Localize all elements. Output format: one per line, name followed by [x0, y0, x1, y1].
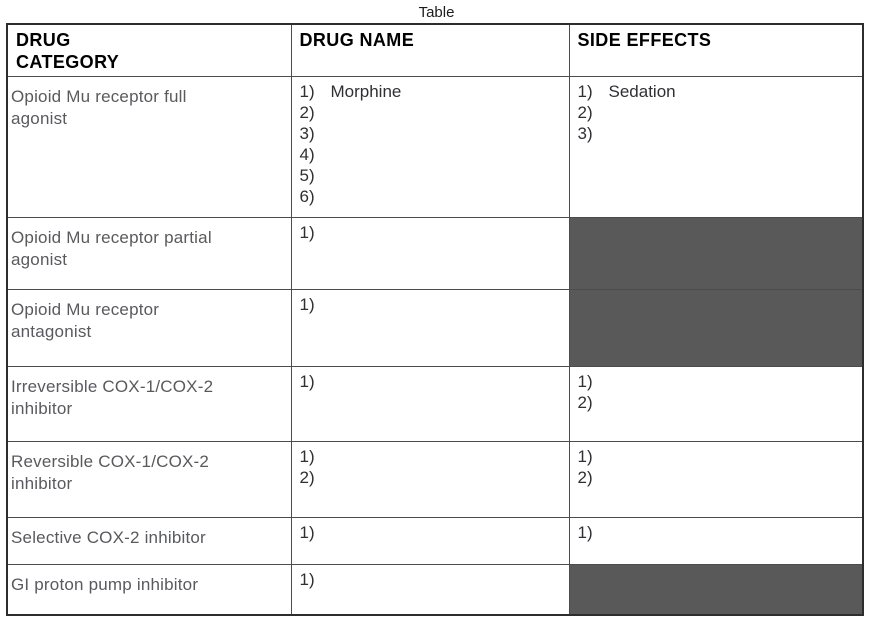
- category-cell: Reversible COX-1/COX-2 inhibitor: [6, 440, 292, 518]
- side-effects-cell-filled: [568, 563, 864, 616]
- drug-name-cell: 1) Morphine 2) 3) 4) 5) 6): [290, 75, 570, 218]
- drug-name-cell: 1): [290, 563, 570, 616]
- column-header-side-effects: SIDE EFFECTS: [568, 23, 864, 77]
- list-item-number: 1): [299, 569, 315, 589]
- list-item-number: 1): [577, 81, 593, 101]
- list-item-number: 1): [299, 522, 315, 542]
- drug-name-cell: 1): [290, 516, 570, 565]
- drug-table: DRUG CATEGORY DRUG NAME SIDE EFFECTS Opi…: [6, 23, 864, 616]
- list-item: 4): [300, 144, 565, 165]
- list-item-number: 3): [299, 123, 315, 143]
- list-item: 1) Sedation: [578, 81, 859, 102]
- category-cell: Irreversible COX-1/COX-2 inhibitor: [6, 365, 292, 442]
- list-item-number: 2): [299, 102, 315, 122]
- header-row: DRUG CATEGORY DRUG NAME SIDE EFFECTS: [6, 23, 864, 77]
- list-item-number: 2): [299, 467, 315, 487]
- list-item-number: 2): [577, 392, 593, 412]
- side-effects-cell: 1) 2): [568, 365, 864, 442]
- list-item: 1): [300, 371, 565, 392]
- drug-name-cell: 1) 2): [290, 440, 570, 518]
- list-item: 3): [300, 123, 565, 144]
- list-item: 1): [300, 569, 565, 590]
- list-item-number: 2): [577, 467, 593, 487]
- category-cell: Opioid Mu receptor antagonist: [6, 288, 292, 367]
- list-item: 1): [300, 222, 565, 243]
- list-item: 1): [578, 522, 859, 543]
- drug-name-cell: 1): [290, 216, 570, 290]
- list-item-number: 3): [577, 123, 593, 143]
- drug-name-cell: 1): [290, 365, 570, 442]
- list-item: 2): [300, 467, 565, 488]
- table-row: Selective COX-2 inhibitor 1) 1): [6, 516, 864, 565]
- list-item-number: 4): [299, 144, 315, 164]
- list-item-label: Sedation: [608, 81, 676, 101]
- category-cell: Opioid Mu receptor partial agonist: [6, 216, 292, 290]
- list-item-number: 1): [577, 446, 593, 466]
- list-item: 2): [300, 102, 565, 123]
- list-item-number: 5): [299, 165, 315, 185]
- list-item: 1) Morphine: [300, 81, 565, 102]
- list-item: 2): [578, 102, 859, 123]
- side-effects-cell: 1): [568, 516, 864, 565]
- list-item: 5): [300, 165, 565, 186]
- drug-name-cell: 1): [290, 288, 570, 367]
- list-item: 3): [578, 123, 859, 144]
- category-cell: Opioid Mu receptor full agonist: [6, 75, 292, 218]
- table-row: Opioid Mu receptor full agonist 1) Morphin…: [6, 75, 864, 218]
- list-item-number: 6): [299, 186, 315, 206]
- list-item-number: 1): [299, 446, 315, 466]
- list-item-number: 1): [577, 522, 593, 542]
- table-row: Reversible COX-1/COX-2 inhibitor 1) 2) 1) 2): [6, 440, 864, 518]
- drug-table-body: Opioid Mu receptor full agonist 1) Morphin…: [6, 75, 864, 616]
- list-item-number: 1): [299, 81, 315, 101]
- list-item-number: 1): [299, 294, 315, 314]
- category-cell: Selective COX-2 inhibitor: [6, 516, 292, 565]
- list-item-label: Morphine: [330, 81, 402, 101]
- category-cell: GI proton pump inhibitor: [6, 563, 292, 616]
- side-effects-cell-filled: [568, 216, 864, 290]
- column-header-drug-category: DRUG CATEGORY: [6, 23, 292, 77]
- list-item: 2): [578, 392, 859, 413]
- table-row: GI proton pump inhibitor 1): [6, 563, 864, 616]
- side-effects-cell-filled: [568, 288, 864, 367]
- side-effects-cell: 1) Sedation 2) 3): [568, 75, 864, 218]
- list-item: 6): [300, 186, 565, 207]
- list-item-number: 1): [299, 371, 315, 391]
- list-item-number: 1): [577, 371, 593, 391]
- table-row: Opioid Mu receptor partial agonist 1): [6, 216, 864, 290]
- list-item: 2): [578, 467, 859, 488]
- list-item-number: 2): [577, 102, 593, 122]
- table-row: Opioid Mu receptor antagonist 1): [6, 288, 864, 367]
- table-title: Table: [418, 4, 455, 21]
- list-item: 1): [300, 522, 565, 543]
- list-item: 1): [300, 446, 565, 467]
- column-header-drug-name: DRUG NAME: [290, 23, 570, 77]
- list-item: 1): [578, 446, 859, 467]
- table-row: Irreversible COX-1/COX-2 inhibitor 1) 1) 2): [6, 365, 864, 442]
- list-item: 1): [578, 371, 859, 392]
- side-effects-cell: 1) 2): [568, 440, 864, 518]
- list-item: 1): [300, 294, 565, 315]
- list-item-number: 1): [299, 222, 315, 242]
